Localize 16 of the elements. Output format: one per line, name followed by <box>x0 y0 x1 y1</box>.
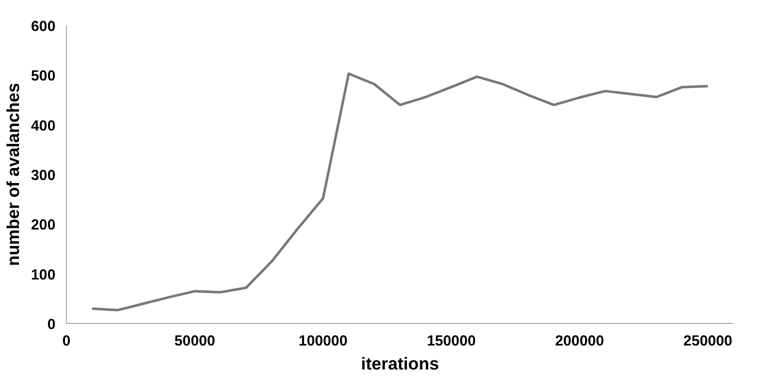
x-tick-label: 100000 <box>298 334 348 350</box>
y-tick-label: 300 <box>31 168 56 184</box>
y-tick-label: 400 <box>31 118 56 134</box>
y-tick-label: 600 <box>31 19 56 35</box>
x-tick-label: 250000 <box>683 334 732 350</box>
y-axis-title: number of avalanches <box>3 83 24 266</box>
x-tick-label: 200000 <box>555 334 604 350</box>
y-tick-label: 200 <box>31 218 56 234</box>
x-axis-title: iterations <box>361 354 440 374</box>
x-tick-label: 50000 <box>174 334 216 350</box>
y-tick-label: 500 <box>31 68 56 85</box>
y-tick-label: 100 <box>31 267 56 284</box>
x-tick-label: 150000 <box>426 334 476 350</box>
x-tick-label: 0 <box>62 334 71 350</box>
y-tick-label: 0 <box>47 317 56 333</box>
line-series <box>90 72 710 312</box>
